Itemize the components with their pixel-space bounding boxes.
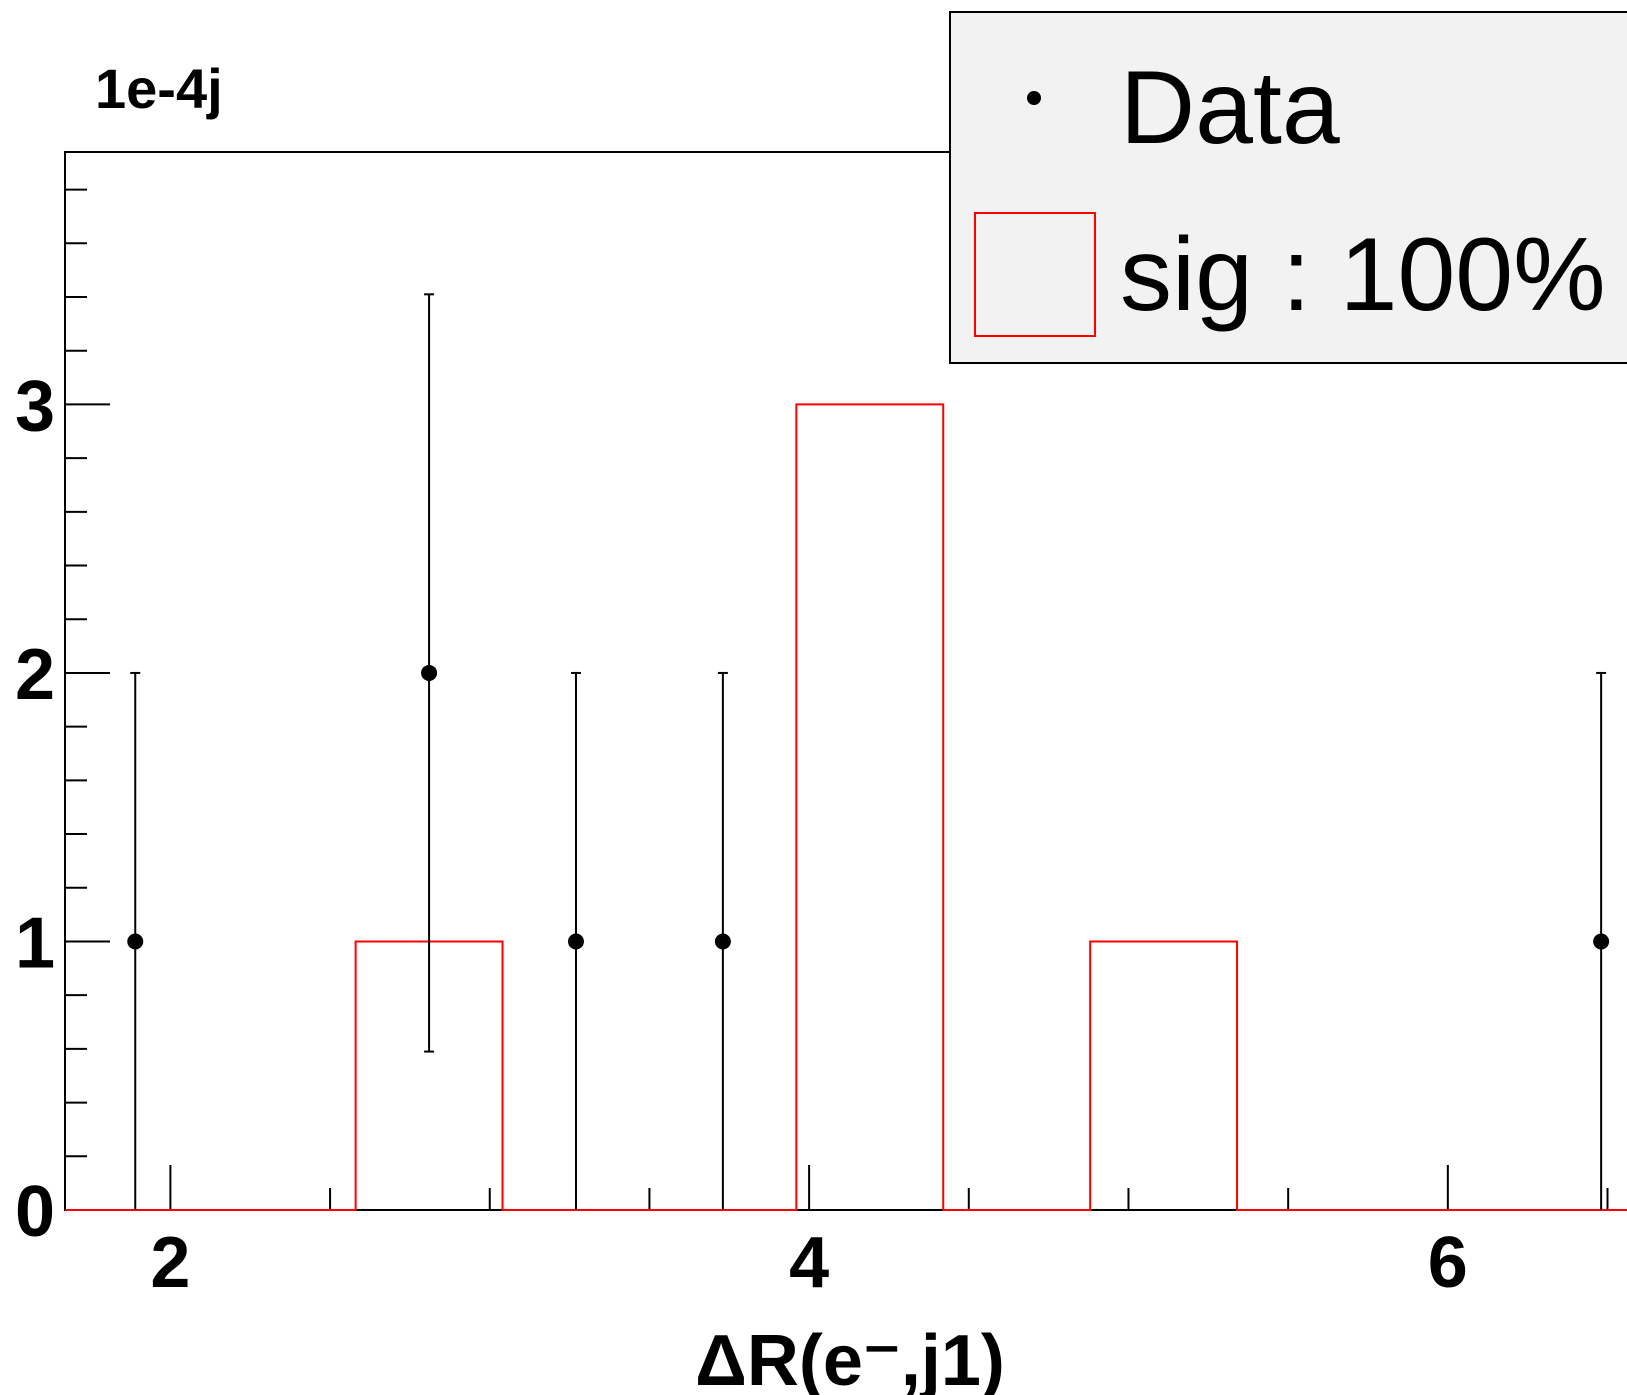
legend: Data sig : 100%: [949, 11, 1627, 364]
data-point: [1593, 933, 1610, 950]
y-tick-labels: 0 1 2 3: [15, 366, 55, 1252]
y-tick-label: 2: [15, 635, 55, 715]
data-point: [421, 664, 438, 681]
x-axis-title: ΔR(e⁻,j1): [695, 1321, 1005, 1395]
signal-histogram: [65, 403, 1627, 1211]
y-axis-ticks: [65, 188, 110, 1211]
data-points: [127, 293, 1610, 1210]
legend-signal-swatch: [974, 212, 1096, 337]
y-tick-label: 0: [15, 1172, 55, 1252]
y-tick-label: 1: [15, 903, 55, 983]
x-axis-ticks: [169, 1165, 1609, 1210]
x-tick-label: 2: [150, 1223, 190, 1303]
y-scale-label: 1e-4j: [95, 57, 223, 120]
legend-signal-label: sig : 100%: [1120, 217, 1606, 333]
data-point: [714, 933, 731, 950]
y-tick-label: 3: [15, 366, 55, 446]
signal-histogram-outline: [65, 403, 1627, 1211]
legend-data-label: Data: [1120, 50, 1340, 166]
x-tick-label: 4: [789, 1223, 829, 1303]
x-tick-labels: 2 4 6: [150, 1223, 1467, 1303]
legend-box: [949, 11, 1627, 364]
data-point: [567, 933, 584, 950]
data-point: [127, 933, 144, 950]
legend-data-marker: [1027, 91, 1041, 105]
x-tick-label: 6: [1428, 1223, 1468, 1303]
